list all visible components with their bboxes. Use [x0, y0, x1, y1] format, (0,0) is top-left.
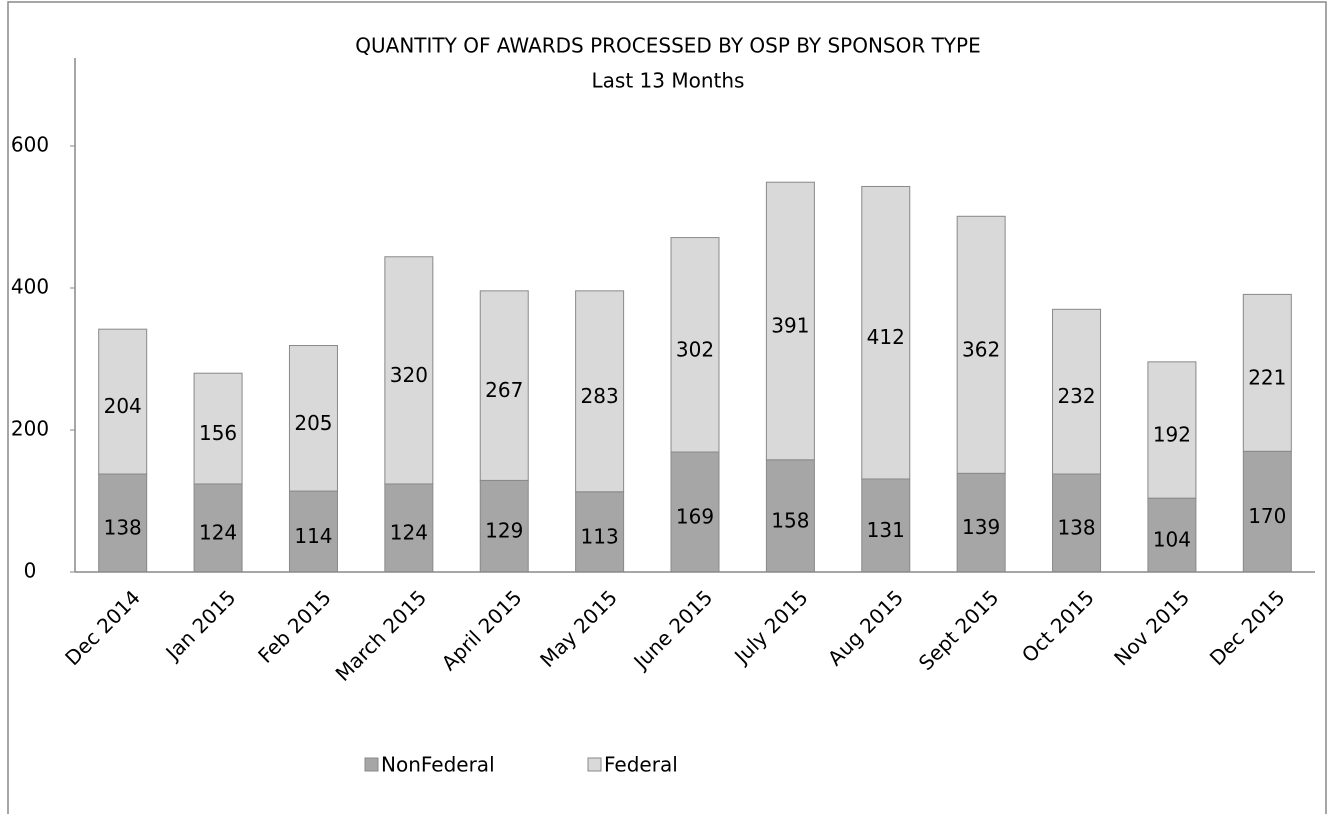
bar-segment — [861, 185, 911, 480]
legend-swatch — [364, 757, 379, 772]
chart-title: QUANTITY OF AWARDS PROCESSED BY OSP BY S… — [355, 34, 980, 58]
bar-segment — [1147, 497, 1197, 573]
data-label: 362 — [962, 337, 1000, 361]
y-tick-label: 600 — [11, 133, 49, 157]
data-label: 156 — [199, 421, 237, 445]
bar-segment — [1147, 361, 1197, 499]
bar-segment — [1242, 450, 1292, 573]
bar-segment — [1052, 308, 1102, 475]
bar-segment — [479, 290, 529, 481]
bar-segment — [384, 483, 434, 573]
data-label: 204 — [104, 394, 142, 418]
data-label: 320 — [390, 363, 428, 387]
data-label: 205 — [294, 411, 332, 435]
data-label: 124 — [199, 520, 237, 544]
bar-segment — [479, 479, 529, 573]
bar-segment — [575, 290, 625, 493]
data-label: 138 — [104, 516, 142, 540]
data-label: 113 — [581, 524, 619, 548]
data-label: 221 — [1248, 365, 1286, 389]
y-tick-label: 200 — [11, 417, 49, 441]
legend-swatch — [587, 757, 602, 772]
data-label: 139 — [962, 515, 1000, 539]
bar-segment — [1242, 293, 1292, 452]
data-label: 169 — [676, 505, 714, 529]
bar-segment — [670, 451, 720, 573]
y-tick-label: 400 — [11, 275, 49, 299]
data-label: 114 — [294, 524, 332, 548]
bar-segment — [98, 473, 148, 573]
bar-segment — [670, 237, 720, 453]
bar-segment — [956, 472, 1006, 573]
bar-segment — [98, 328, 148, 475]
data-label: 232 — [1057, 384, 1095, 408]
legend-label: NonFederal — [381, 753, 495, 777]
bar-segment — [193, 372, 243, 485]
bar-segment — [1052, 473, 1102, 573]
data-label: 138 — [1057, 516, 1095, 540]
legend-label: Federal — [604, 753, 678, 777]
bar-segment — [384, 256, 434, 485]
data-label: 129 — [485, 519, 523, 543]
data-label: 131 — [867, 518, 905, 542]
bar-segment — [956, 215, 1006, 474]
data-label: 170 — [1248, 504, 1286, 528]
data-label: 267 — [485, 378, 523, 402]
data-label: 124 — [390, 520, 428, 544]
bar-segment — [288, 345, 338, 492]
data-label: 302 — [676, 337, 714, 361]
bar-segment — [861, 478, 911, 573]
chart-subtitle: Last 13 Months — [592, 69, 745, 93]
data-label: 412 — [867, 325, 905, 349]
data-label: 391 — [771, 314, 809, 338]
y-tick-label: 0 — [24, 559, 37, 583]
data-label: 283 — [581, 384, 619, 408]
data-label: 158 — [771, 508, 809, 532]
bar-segment — [765, 181, 815, 461]
data-label: 192 — [1153, 423, 1191, 447]
data-label: 104 — [1153, 528, 1191, 552]
